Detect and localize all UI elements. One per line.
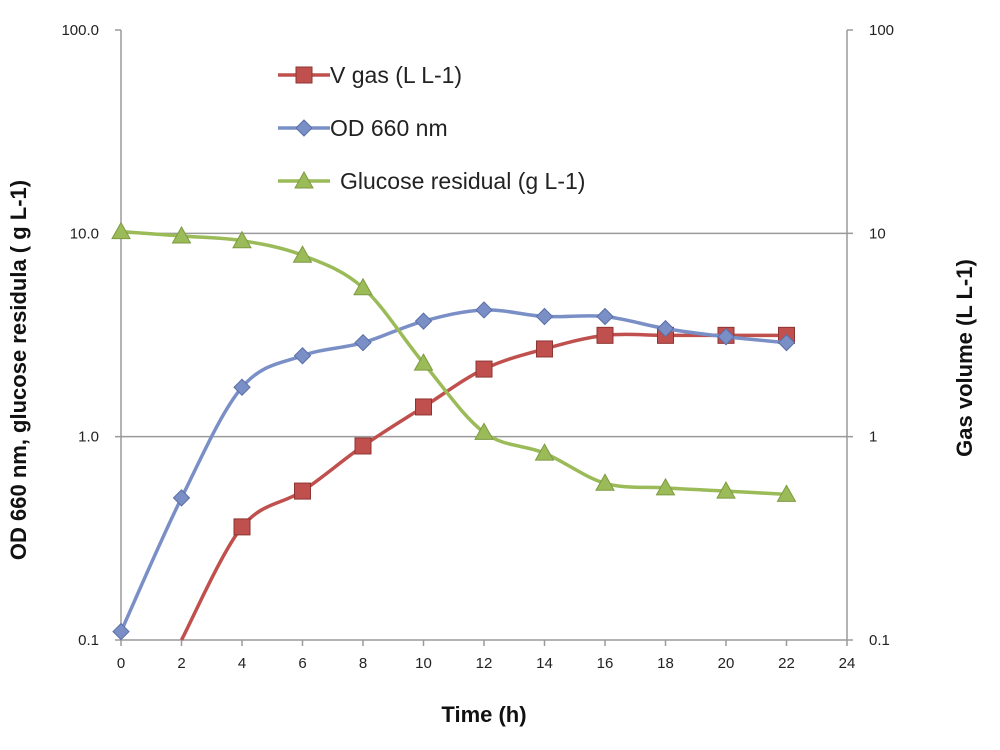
x-tick-label: 24 [839, 655, 856, 672]
x-tick-label: 10 [415, 655, 432, 672]
x-tick-label: 22 [778, 655, 795, 672]
data-point-2 [413, 353, 434, 371]
data-point-1 [717, 328, 735, 346]
data-point-1 [354, 333, 372, 352]
data-point-1 [475, 301, 493, 319]
data-point-2 [534, 443, 555, 461]
data-point-1 [535, 307, 554, 326]
x-axis-title: Time (h) [441, 702, 526, 727]
x-tick-label: 12 [476, 655, 493, 672]
y-tick-label: 100.0 [61, 22, 99, 39]
data-point-1 [656, 319, 675, 338]
legend-label-2: Glucose residual (g L-1) [340, 168, 585, 194]
data-point-2 [595, 473, 615, 491]
series-group [111, 221, 797, 641]
x-tick-label: 6 [298, 655, 306, 672]
y2-tick-label: 100 [869, 22, 894, 39]
data-point-1 [777, 333, 796, 352]
x-tick-label: 0 [117, 655, 125, 672]
series-line-1 [119, 308, 787, 633]
series-line-2 [120, 229, 787, 497]
x-tick-label: 2 [177, 655, 185, 672]
legend-marker-2 [294, 170, 314, 189]
data-point-0 [415, 398, 432, 416]
y-tick-label: 1.0 [78, 429, 99, 446]
y2-tick-label: 1 [869, 429, 877, 446]
data-point-1 [233, 378, 251, 396]
x-tick-label: 20 [718, 655, 735, 672]
data-point-0 [475, 360, 493, 378]
y-axis-title: OD 660 nm, glucose residula ( g L-1) [6, 180, 31, 560]
series-line-0 [179, 332, 787, 641]
x-tick-labels: 0 2 4 6 8 10 12 14 16 18 20 22 24 [117, 655, 856, 672]
y2-tick-label: 10 [869, 225, 886, 242]
y-tick-label: 10.0 [70, 225, 99, 242]
data-point-1 [112, 622, 130, 641]
data-point-0 [596, 326, 614, 344]
y2-tick-label: 0.1 [869, 632, 890, 649]
data-point-0 [354, 437, 372, 455]
data-point-2 [776, 484, 797, 502]
data-point-0 [233, 518, 251, 536]
x-tick-label: 14 [536, 655, 553, 672]
x-tick-label: 18 [657, 655, 674, 672]
y-tick-label: 0.1 [78, 632, 99, 649]
y2-tick-labels: 0.1 1 10 100 [869, 22, 894, 649]
legend-label-0: V gas (L L-1) [330, 62, 462, 88]
legend-marker-0 [295, 66, 313, 84]
data-point-0 [536, 340, 553, 358]
x-tick-label: 8 [359, 655, 367, 672]
axes [115, 29, 853, 646]
data-point-1 [414, 312, 433, 330]
data-point-2 [292, 245, 313, 263]
y-tick-labels: 0.1 1.0 10.0 100.0 [61, 22, 99, 649]
legend-marker-1 [295, 119, 313, 137]
data-point-2 [232, 230, 252, 249]
legend: V gas (L L-1) OD 660 nm Glucose residual (… [278, 62, 585, 194]
data-point-2 [111, 221, 131, 240]
data-point-1 [596, 307, 614, 326]
data-point-2 [716, 481, 736, 499]
data-point-1 [293, 347, 312, 365]
data-point-2 [171, 226, 192, 244]
data-point-1 [172, 489, 191, 507]
x-tick-label: 4 [238, 655, 246, 672]
legend-label-1: OD 660 nm [330, 115, 448, 141]
y2-axis-title: Gas volume (L L-1) [952, 259, 977, 457]
data-point-2 [474, 422, 494, 440]
x-tick-label: 16 [597, 655, 614, 672]
data-point-2 [655, 477, 676, 496]
data-point-2 [353, 277, 373, 296]
data-point-0 [294, 482, 311, 500]
